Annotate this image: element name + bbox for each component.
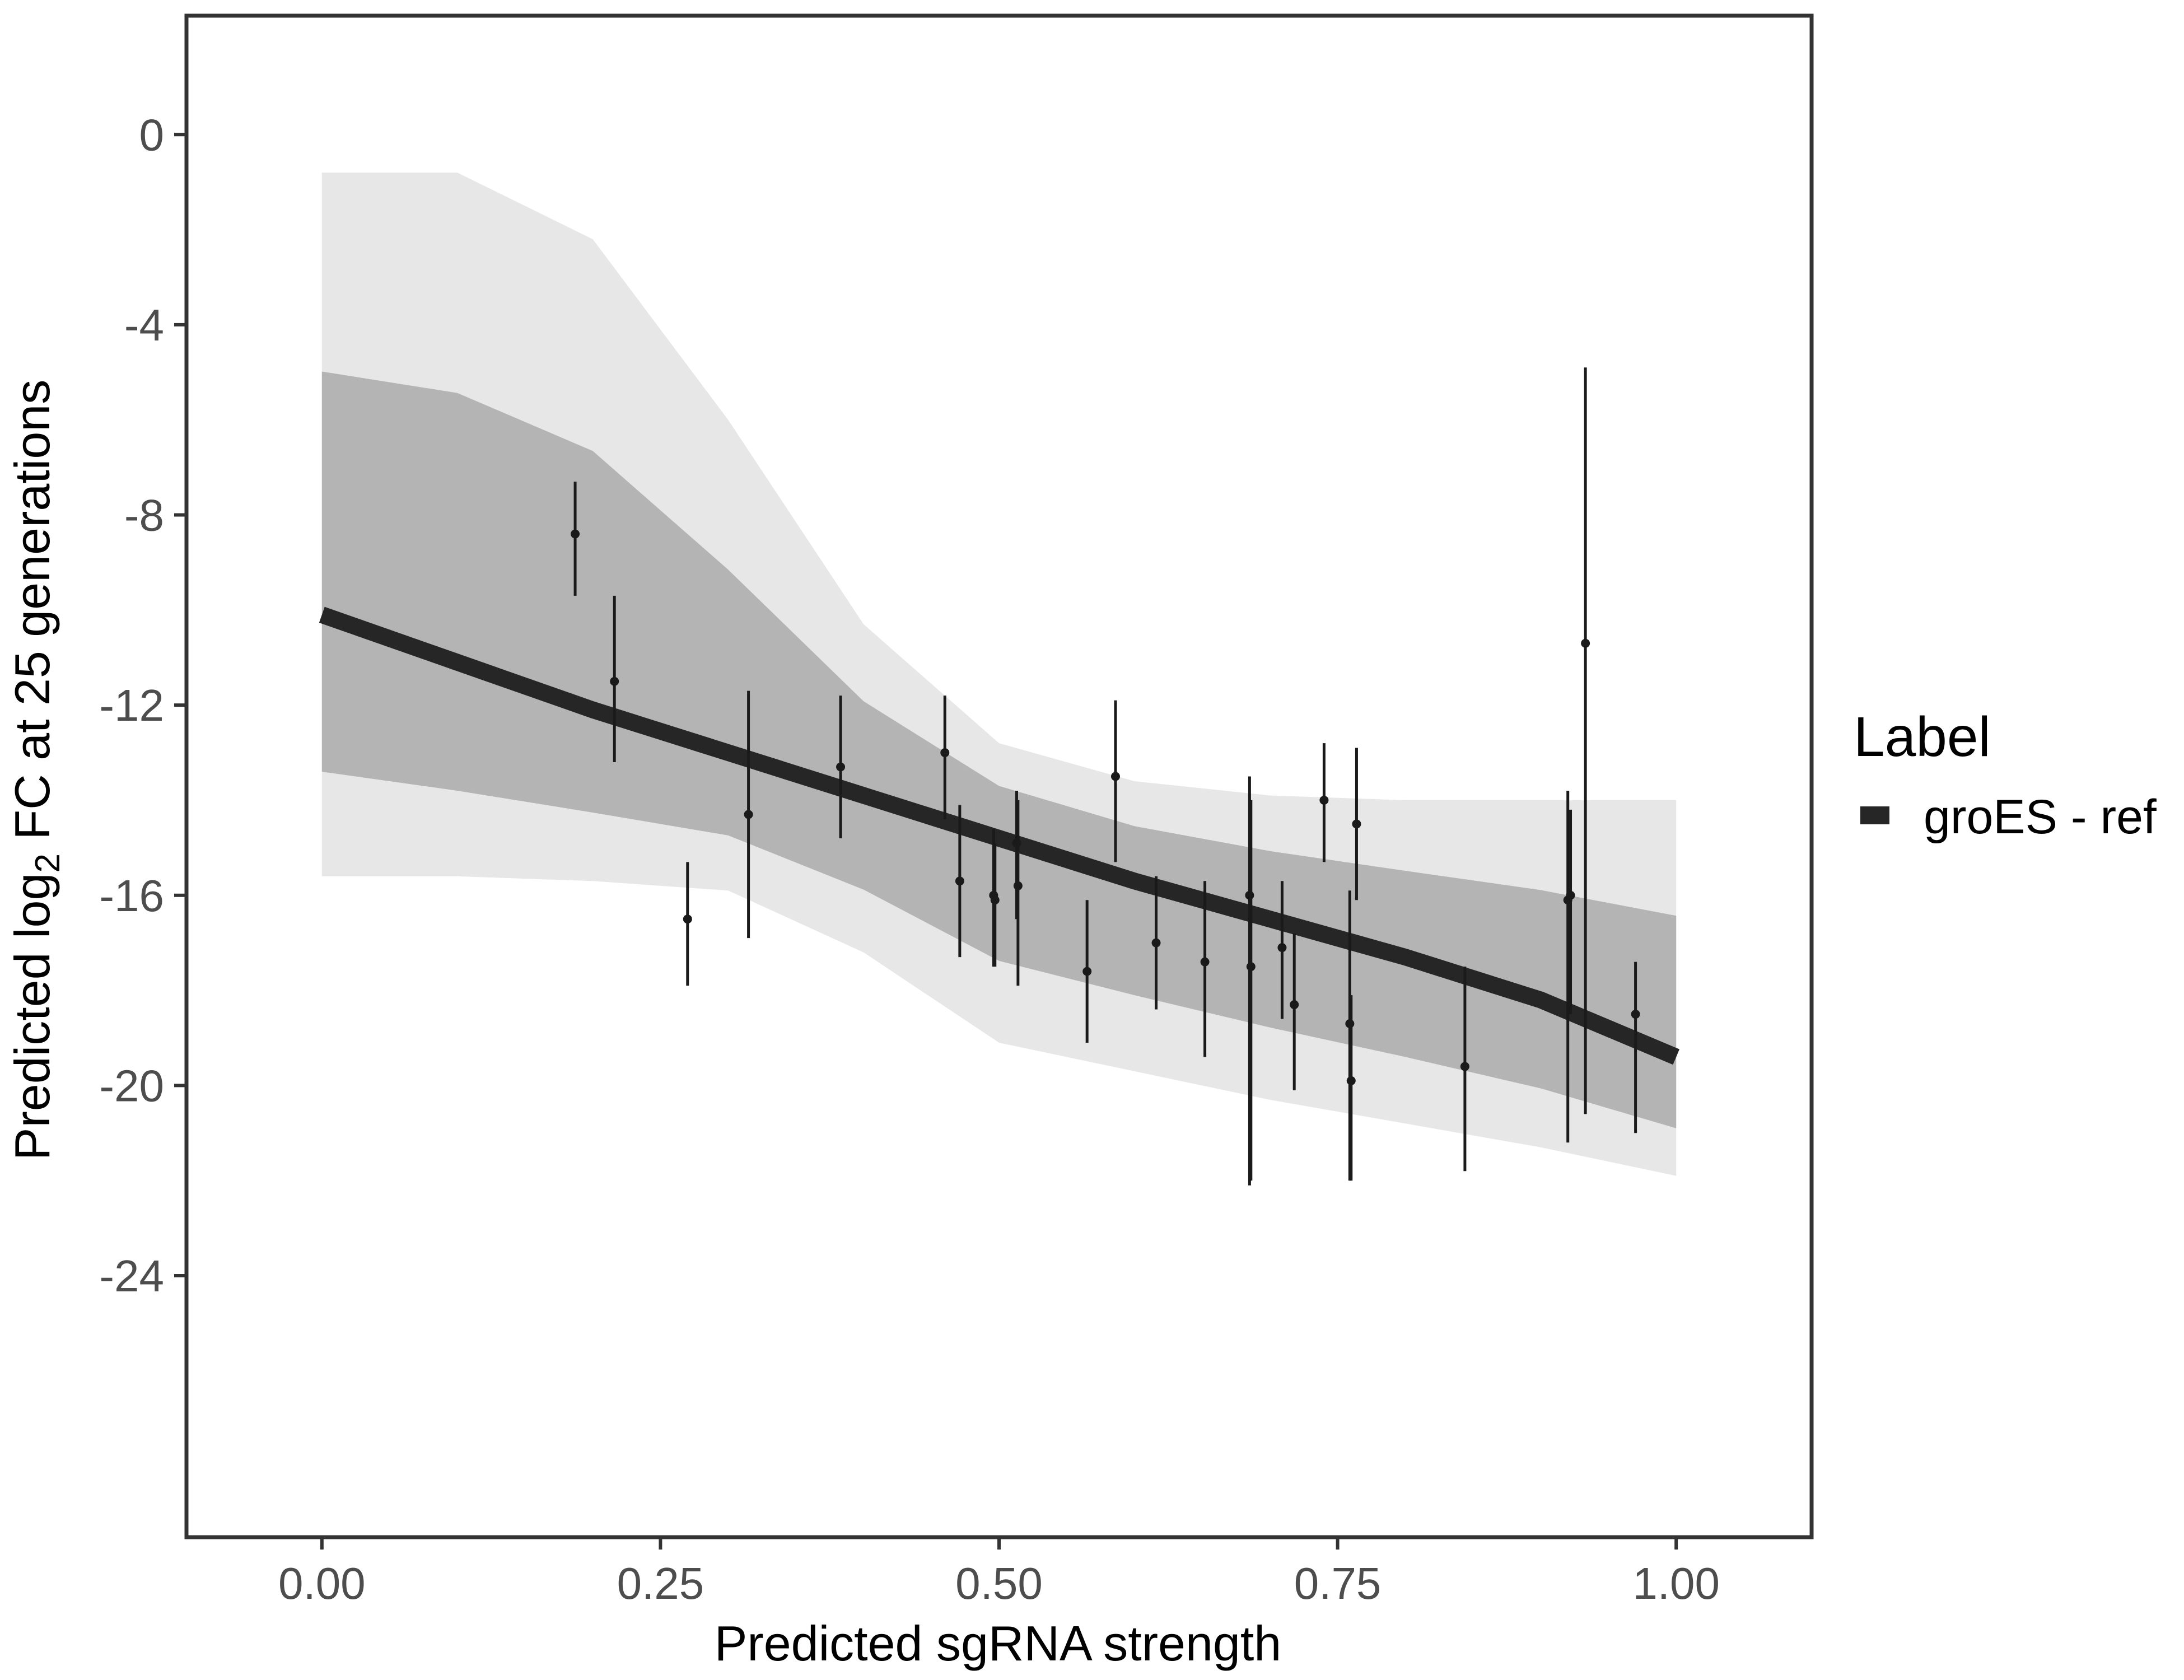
y-tick-label: -16 xyxy=(99,871,164,921)
data-point-24 xyxy=(1460,967,1469,1172)
point-marker xyxy=(744,810,753,819)
y-axis-title-suffix: FC at 25 generations xyxy=(4,380,60,853)
x-tick-label: 0.75 xyxy=(1294,1558,1382,1608)
point-marker xyxy=(1319,795,1329,805)
y-tick-label: 0 xyxy=(139,110,165,160)
y-tick-label: -4 xyxy=(124,300,164,350)
point-marker xyxy=(955,876,964,886)
point-marker xyxy=(610,676,619,686)
x-tick-label: 0.50 xyxy=(955,1558,1043,1608)
legend: Label groES - ref xyxy=(1854,706,2157,844)
x-axis-title: Predicted sgRNA strength xyxy=(715,1616,1282,1671)
point-marker xyxy=(1151,938,1161,948)
posterior-band xyxy=(321,172,1677,1176)
point-marker xyxy=(1581,638,1590,648)
data-point-26 xyxy=(1566,809,1575,1015)
data-point-28 xyxy=(1631,962,1640,1133)
point-marker xyxy=(1082,967,1092,976)
legend-key-groes-ref xyxy=(1860,806,1889,824)
data-point-13 xyxy=(1110,700,1120,862)
data-point-17 xyxy=(1246,800,1256,1181)
data-point-19 xyxy=(1290,933,1299,1090)
y-axis-title-subscript: 2 xyxy=(29,853,67,872)
point-marker xyxy=(1352,819,1361,829)
data-points xyxy=(571,367,1640,1186)
y-axis-title-prefix: Predicted log xyxy=(4,873,60,1161)
fit-line-groes-ref xyxy=(319,606,1680,1065)
y-tick-label: -24 xyxy=(99,1251,164,1301)
data-point-6 xyxy=(940,696,950,819)
point-marker xyxy=(683,914,692,924)
data-point-9 xyxy=(990,843,1000,967)
y-tick-label: -20 xyxy=(99,1061,164,1110)
data-point-15 xyxy=(1200,881,1210,1057)
data-point-1 xyxy=(571,482,580,596)
point-marker xyxy=(1110,772,1120,781)
y-axis-title: Predicted log2 FC at 25 generations xyxy=(4,380,67,1160)
data-point-5 xyxy=(836,696,846,838)
data-point-2 xyxy=(610,595,619,763)
y-tick-label: -8 xyxy=(124,491,164,540)
point-marker xyxy=(940,748,950,758)
data-point-20 xyxy=(1319,743,1329,862)
point-marker xyxy=(1200,957,1210,967)
fit-line-layer xyxy=(319,606,1680,1065)
point-marker xyxy=(990,895,1000,905)
legend-title: Label xyxy=(1854,706,1991,768)
y-axis: 0 -4 -8 -12 -16 -20 -24 xyxy=(99,110,186,1301)
data-point-4 xyxy=(744,690,753,939)
point-marker xyxy=(571,529,580,539)
point-marker xyxy=(1631,1010,1640,1019)
data-point-3 xyxy=(683,862,692,986)
point-marker xyxy=(1346,1076,1356,1085)
point-marker xyxy=(836,762,846,772)
data-point-14 xyxy=(1151,876,1161,1010)
x-tick-label: 0.25 xyxy=(617,1558,704,1608)
data-point-7 xyxy=(955,805,964,958)
data-point-11 xyxy=(1013,800,1023,986)
point-marker xyxy=(1290,1000,1299,1010)
data-point-22 xyxy=(1346,995,1356,1181)
x-tick-label: 0.00 xyxy=(278,1558,366,1608)
point-marker xyxy=(1460,1062,1469,1071)
point-marker xyxy=(1246,962,1256,972)
x-tick-label: 1.00 xyxy=(1632,1558,1720,1608)
point-marker xyxy=(1277,943,1287,953)
point-marker xyxy=(1566,890,1575,900)
legend-label-groes-ref: groES - ref xyxy=(1924,790,2157,844)
data-point-23 xyxy=(1352,748,1361,900)
data-point-18 xyxy=(1277,881,1287,1019)
y-tick-label: -12 xyxy=(99,680,164,730)
data-point-12 xyxy=(1082,900,1092,1043)
point-marker xyxy=(1013,881,1023,890)
x-axis: 0.00 0.25 0.50 0.75 1.00 xyxy=(278,1537,1720,1608)
data-point-27 xyxy=(1581,367,1590,1114)
